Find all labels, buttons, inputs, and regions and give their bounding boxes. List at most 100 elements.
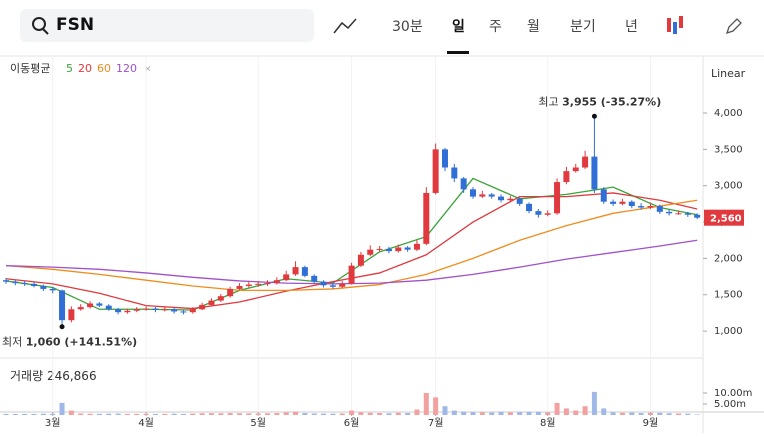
x-tick-label: 7월 (428, 417, 444, 429)
candle-body (675, 213, 682, 215)
search-icon (42, 28, 49, 35)
tab[interactable]: 분기 (570, 19, 596, 35)
volume-bar (610, 412, 616, 415)
volume-label: 거래량 246,866 (10, 369, 97, 383)
price-tag (704, 209, 744, 226)
volume-bar (479, 412, 485, 415)
volume-bar (12, 414, 18, 415)
extreme-label: 최저 1,060 (+141.51%) (2, 336, 137, 349)
volume-bar (311, 413, 317, 415)
candle-body (40, 286, 47, 289)
volume-bar (685, 413, 691, 415)
volume-name: 거래량 (10, 369, 43, 383)
y-tick-label: 1,500 (714, 290, 743, 301)
volume-bar (283, 412, 289, 415)
candle-body (656, 206, 663, 212)
volume-bar (601, 408, 607, 415)
candle-body (292, 267, 299, 275)
candle-icon[interactable] (679, 16, 683, 28)
volume-bar (330, 413, 336, 415)
candle-body (217, 296, 224, 301)
volume-bar (666, 413, 672, 415)
candle-body (367, 249, 374, 255)
legend-close: × (144, 65, 152, 75)
volume-bar (302, 413, 308, 415)
volume-bar (199, 413, 205, 415)
candle-body (357, 254, 364, 266)
tab[interactable]: 주 (489, 19, 502, 35)
tab[interactable]: 년 (625, 19, 638, 35)
candle-body (96, 303, 103, 306)
volume-bar (339, 413, 345, 415)
volume-bar (96, 413, 102, 415)
y-tick-label: 2,000 (714, 253, 743, 264)
volume-bar (134, 413, 140, 415)
volume-bar (152, 413, 158, 415)
candle-icon[interactable] (673, 22, 677, 34)
y-tick-label: 1,000 (714, 326, 743, 337)
extreme-name: 최고 (538, 95, 558, 108)
volume-bar (517, 412, 523, 415)
ma-line (5, 239, 698, 285)
candle-body (582, 156, 589, 168)
candle-body (115, 309, 122, 313)
candle-body (385, 248, 392, 252)
indicator-icon[interactable] (333, 18, 357, 34)
x-tick-label: 6월 (344, 417, 360, 429)
candle-body (12, 281, 19, 284)
volume-bar (386, 413, 392, 415)
search-text[interactable]: FSN (56, 15, 94, 35)
candle-body (49, 288, 56, 291)
draw-icon[interactable] (725, 18, 742, 35)
y-tick-label: 3,500 (714, 144, 743, 155)
x-tick-label: 8월 (540, 417, 556, 429)
volume-bar (143, 413, 149, 415)
scale-label[interactable]: Linear (711, 67, 746, 80)
candle-body (180, 311, 187, 313)
candle-body (647, 206, 654, 208)
legend-label: 이동평균 (10, 62, 50, 75)
candle-body (572, 167, 579, 172)
volume-bar (190, 413, 196, 415)
search-box[interactable] (20, 9, 314, 42)
x-tick-label: 5월 (250, 417, 266, 429)
price-tag-text: 2,560 (710, 214, 742, 225)
volume-bar (573, 410, 579, 415)
x-tick-label: 9월 (643, 417, 659, 429)
volume-bar (545, 412, 551, 415)
candle-body (479, 194, 486, 197)
extreme-label: 최고 3,955 (-35.27%) (538, 95, 661, 108)
candle-body (441, 149, 448, 168)
interval[interactable]: 30분 (392, 19, 423, 35)
volume-bar (293, 411, 299, 415)
volume-bar (582, 406, 588, 415)
legend-item: 60 (97, 62, 111, 75)
candle-body (395, 247, 402, 252)
tab[interactable]: 월 (527, 19, 540, 35)
candle-body (255, 283, 262, 285)
candle-body (199, 304, 206, 310)
candle-body (413, 243, 420, 250)
volume-value: 246,866 (47, 369, 97, 383)
search-icon (32, 17, 46, 31)
volume-bar (22, 413, 28, 415)
tab[interactable]: 일 (452, 19, 465, 35)
volume-bar (78, 413, 84, 415)
candle-body (610, 201, 617, 204)
x-tick-label: 4월 (138, 417, 154, 429)
volume-bar (657, 412, 663, 415)
volume-bar (489, 412, 495, 415)
candle-body (554, 182, 561, 214)
candle-body (283, 274, 290, 281)
volume-bar (106, 413, 112, 415)
candle-body (451, 167, 458, 179)
candle-body (432, 149, 439, 193)
volume-bar (619, 412, 625, 415)
volume-bar (237, 413, 242, 415)
candle-icon[interactable] (667, 18, 671, 32)
candle-body (638, 206, 645, 208)
candle-body (245, 284, 252, 287)
volume-bar (461, 411, 467, 415)
candle-body (694, 214, 701, 218)
